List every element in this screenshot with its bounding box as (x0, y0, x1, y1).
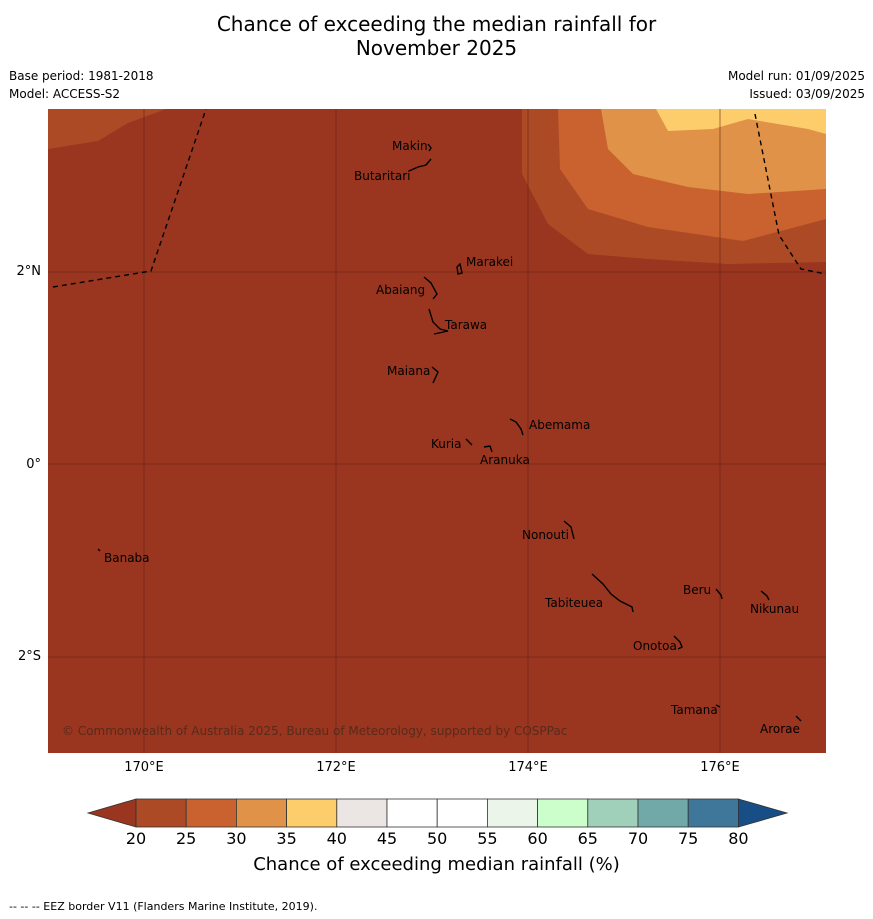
colorbar-under-arrow (86, 798, 137, 828)
island-abaiang (423, 276, 438, 300)
colorbar-segment (286, 798, 338, 828)
x-tick-170e: 170°E (124, 760, 164, 775)
label-nikunau: Nikunau (750, 602, 800, 616)
label-marakei: Marakei (466, 255, 514, 269)
label-abaiang: Abaiang (376, 283, 426, 297)
island-butaritari (408, 158, 432, 172)
map-svg (48, 109, 826, 753)
colorbar-segment (537, 798, 589, 828)
label-nonouti: Nonouti (522, 528, 569, 542)
label-banaba: Banaba (104, 551, 150, 565)
colorbar-tick-label: 70 (627, 829, 649, 848)
island-tarawa (428, 308, 449, 335)
colorbar-segment (185, 798, 237, 828)
colorbar-tick-label: 30 (226, 829, 247, 848)
map-band-35-40 (656, 109, 826, 134)
colorbar-segment (235, 798, 287, 828)
colorbar-tick-label: 60 (527, 829, 548, 848)
label-makin: Makin (392, 139, 428, 153)
island-beru (715, 588, 723, 600)
copyright-notice: © Commonwealth of Australia 2025, Bureau… (62, 724, 568, 738)
label-onotoa: Onotoa (633, 639, 677, 653)
y-tick-2s: 2°S (17, 649, 41, 664)
colorbar-tick-label: 75 (678, 829, 699, 848)
colorbar-tick-label: 50 (427, 829, 448, 848)
colorbar-segment (386, 798, 438, 828)
label-beru: Beru (683, 583, 712, 597)
colorbar-label: Chance of exceeding median rainfall (%) (253, 854, 620, 875)
colorbar-tick-label: 65 (577, 829, 598, 848)
rainfall-map: Makin Butaritari Marakei Abaiang Tarawa … (48, 109, 826, 753)
colorbar-segment (687, 798, 739, 828)
colorbar-tick-label: 55 (477, 829, 498, 848)
colorbar-tick-label: 80 (728, 829, 749, 848)
title-line-2: November 2025 (355, 36, 518, 60)
colorbar-over-arrow (738, 798, 789, 828)
colorbar-tick-label: 45 (376, 829, 398, 848)
footer-note: -- -- -- EEZ border V11 (Flanders Marine… (9, 900, 318, 913)
label-tabiteuea: Tabiteuea (545, 596, 604, 610)
meta-right: Model run: 01/09/2025 Issued: 03/09/2025 (728, 67, 865, 103)
issued-date: Issued: 03/09/2025 (749, 87, 865, 101)
y-tick-0: 0° (26, 457, 41, 472)
colorbar-tick-label: 25 (176, 829, 197, 848)
island-aranuka (483, 445, 493, 453)
colorbar-segment (135, 798, 187, 828)
colorbar (86, 797, 790, 833)
label-tamana: Tamana (671, 703, 718, 717)
colorbar-segment (336, 798, 388, 828)
island-tamana (715, 704, 721, 708)
island-maiana (431, 366, 439, 384)
colorbar-tick-label: 20 (125, 829, 147, 848)
x-tick-172e: 172°E (316, 760, 356, 775)
island-abemama (509, 418, 524, 436)
chart-title: Chance of exceeding the median rainfall … (0, 12, 873, 60)
model-run: Model run: 01/09/2025 (727, 69, 865, 83)
colorbar-segment (587, 798, 639, 828)
eez-border (52, 109, 826, 288)
colorbar-svg (86, 798, 789, 828)
island-onotoa (673, 635, 683, 650)
island-nonouti (563, 520, 575, 540)
island-kuria (465, 438, 473, 446)
model-name: Model: ACCESS-S2 (9, 87, 121, 101)
x-tick-176e: 176°E (700, 760, 740, 775)
label-kuria: Kuria (431, 437, 462, 451)
island-banaba (97, 548, 101, 552)
map-band-20-25 (48, 109, 166, 149)
label-aranuka: Aranuka (480, 453, 530, 467)
island-makin (427, 143, 432, 152)
island-nikunau (760, 590, 770, 601)
map-gridlines (48, 109, 826, 753)
label-tarawa: Tarawa (445, 318, 488, 332)
colorbar-segment (637, 798, 689, 828)
island-outlines (97, 143, 802, 722)
x-tick-174e: 174°E (508, 760, 548, 775)
base-period: Base period: 1981-2018 (9, 69, 154, 83)
colorbar-tick-label: 40 (326, 829, 347, 848)
label-arorae: Arorae (760, 722, 800, 736)
y-tick-2n: 2°N (16, 264, 42, 279)
island-tabiteuea (591, 573, 634, 613)
island-marakei (456, 262, 463, 275)
label-abemama: Abemama (529, 418, 591, 432)
label-butaritari: Butaritari (354, 169, 411, 183)
label-maiana: Maiana (387, 364, 431, 378)
map-band-30-35 (601, 109, 826, 194)
colorbar-segment (486, 798, 538, 828)
colorbar-tick-label: 35 (276, 829, 297, 848)
title-line-1: Chance of exceeding the median rainfall … (216, 12, 657, 36)
meta-left: Base period: 1981-2018 Model: ACCESS-S2 (9, 67, 154, 103)
island-arorae (795, 715, 802, 722)
colorbar-segment (436, 798, 488, 828)
